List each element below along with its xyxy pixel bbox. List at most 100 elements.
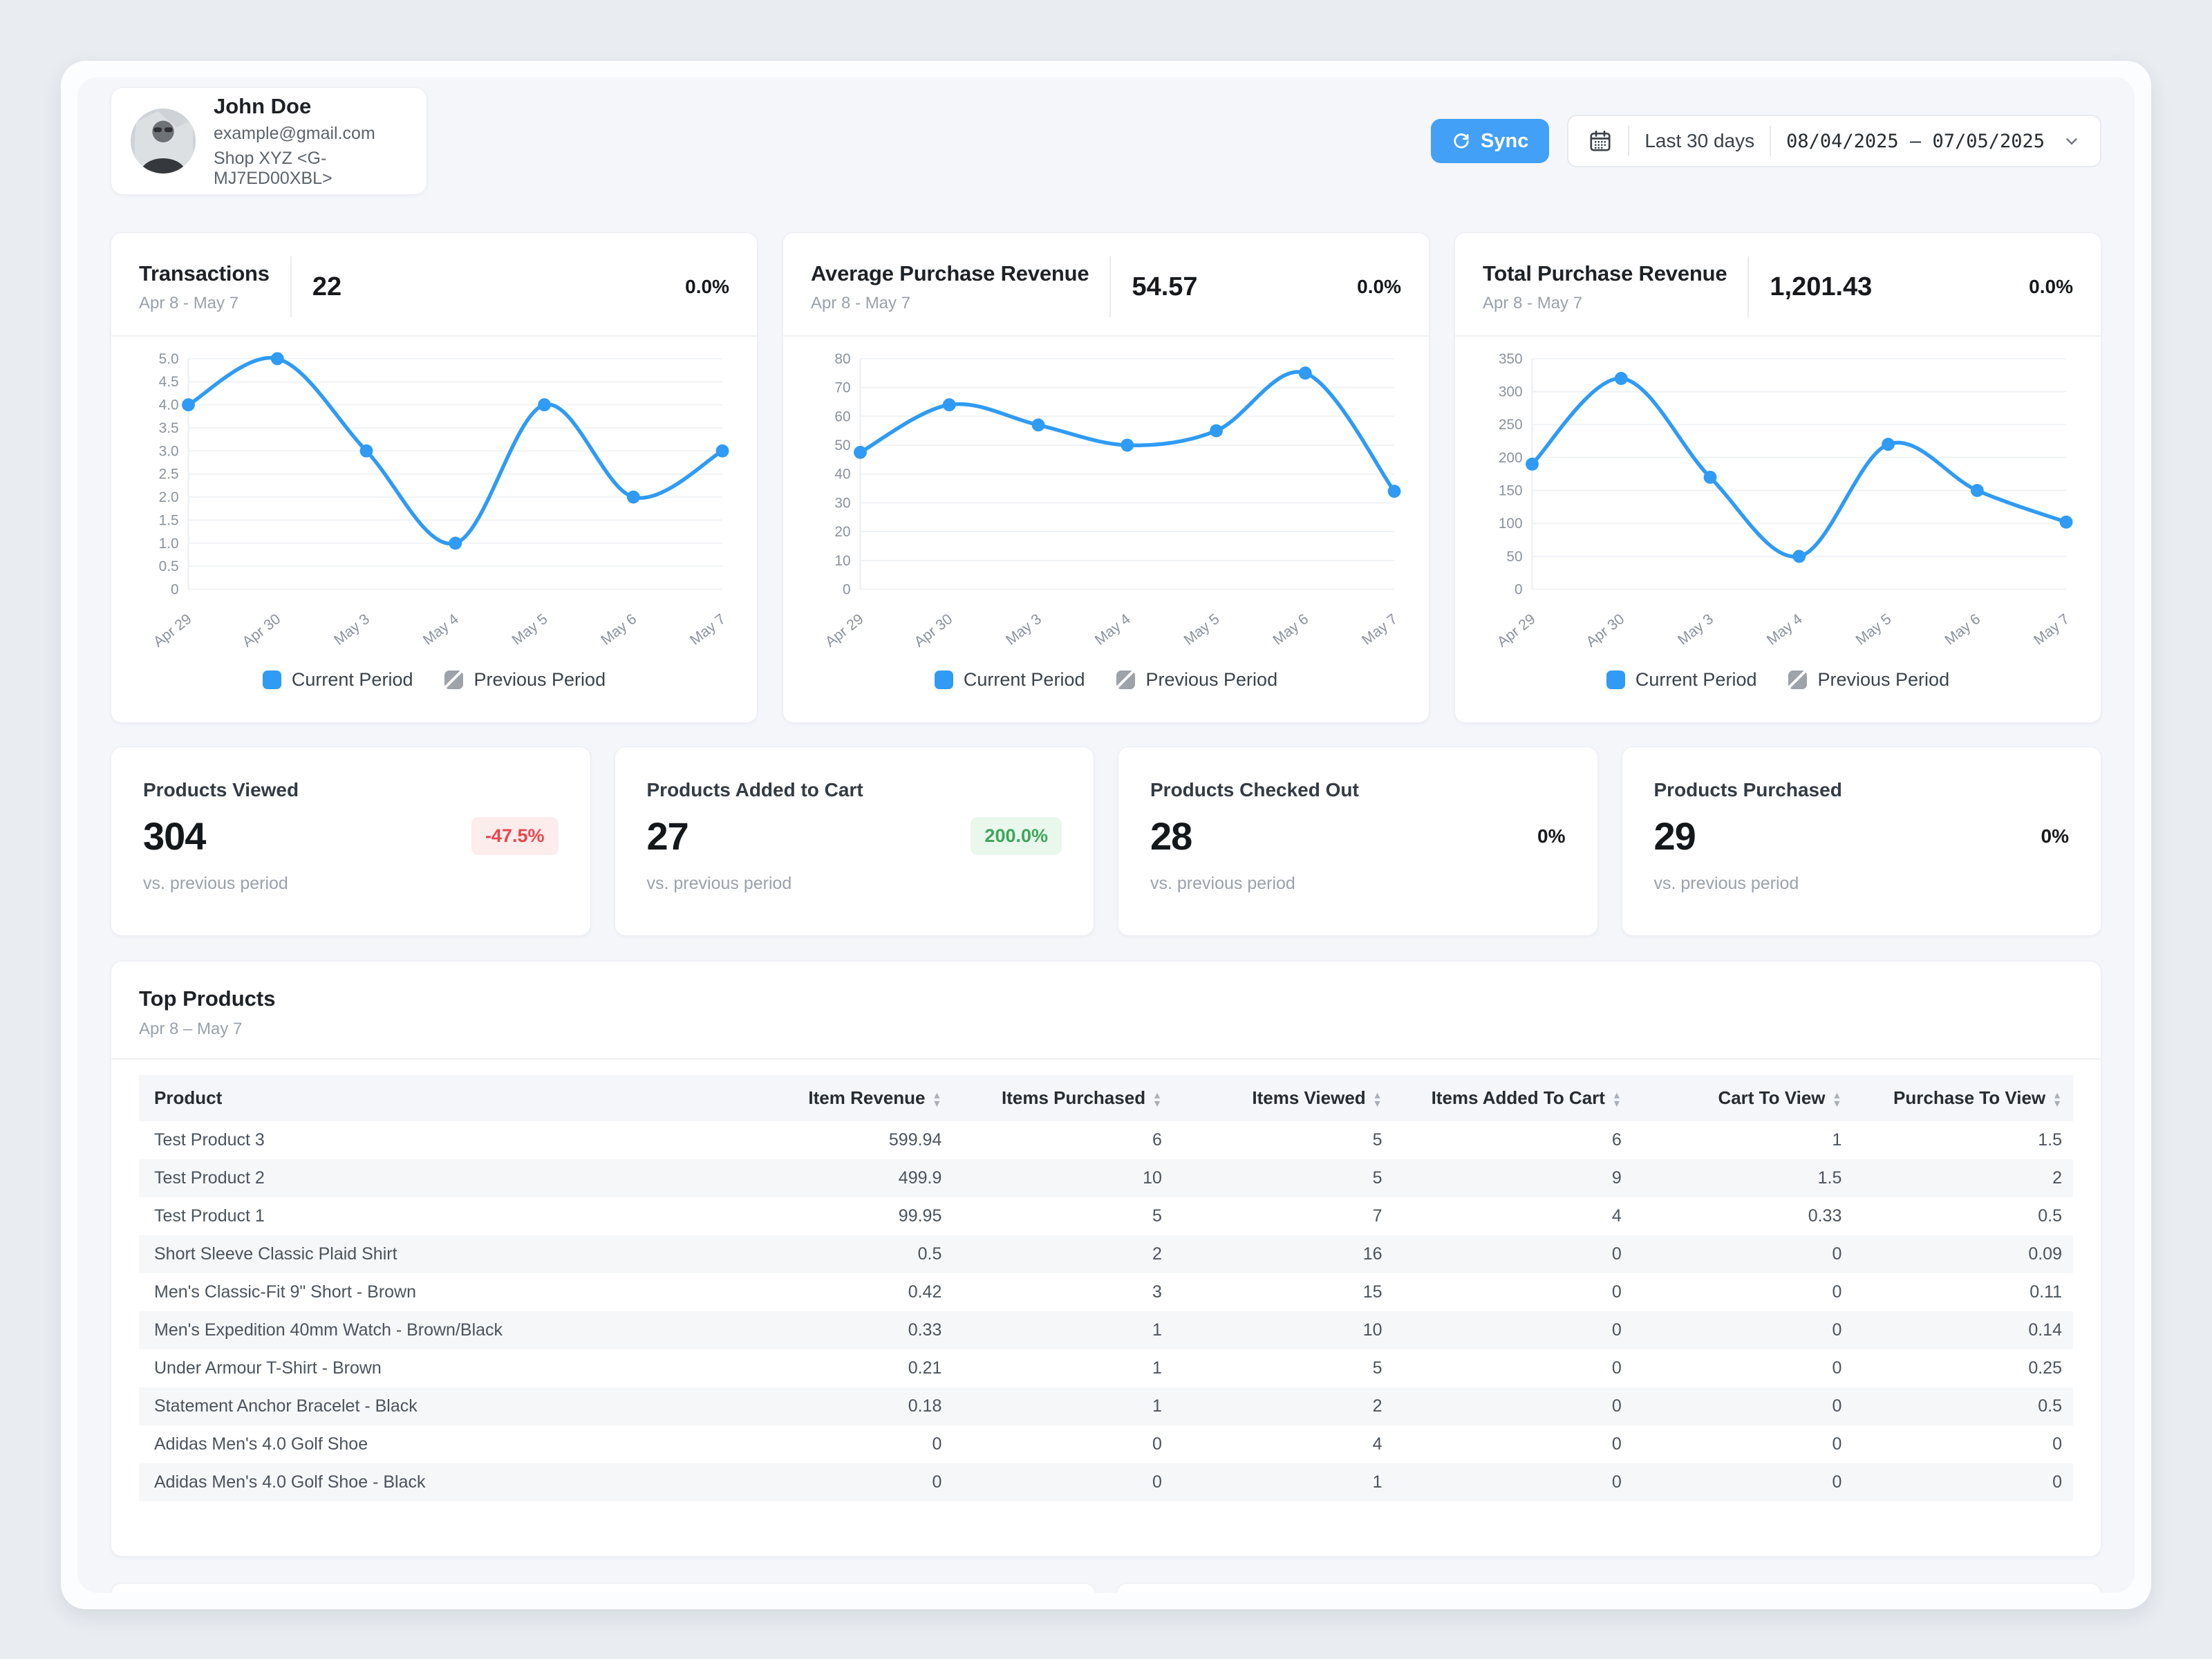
top-products-table: Product Item Revenue ▲ ▼ Items Purchased ▲ ▼… bbox=[139, 1075, 2073, 1501]
svg-text:May 7: May 7 bbox=[687, 610, 729, 648]
chart-legend: Current Period Previous Period bbox=[139, 669, 729, 691]
card-header: Total Purchase Revenue Apr 8 - May 7 1,2… bbox=[1455, 233, 2101, 335]
value-cell: 0 bbox=[932, 1434, 942, 1454]
legend-label: Previous Period bbox=[1817, 668, 1950, 690]
avatar-photo bbox=[131, 109, 196, 174]
card-date-range: Apr 8 - May 7 bbox=[1483, 293, 1583, 312]
card-header: Average Purchase Revenue Apr 8 - May 7 5… bbox=[783, 233, 1429, 335]
average-purchase-revenue-card: Average Purchase Revenue Apr 8 - May 7 5… bbox=[782, 232, 1430, 723]
column-header-items-purchased[interactable]: Items Purchased ▲ ▼ bbox=[1001, 1087, 1162, 1109]
column-header-item-revenue[interactable]: Item Revenue ▲ ▼ bbox=[808, 1087, 942, 1109]
svg-text:4.0: 4.0 bbox=[159, 397, 179, 413]
sort-icon[interactable]: ▲ ▼ bbox=[932, 1089, 942, 1109]
svg-text:May 6: May 6 bbox=[598, 610, 640, 648]
current-period-swatch bbox=[262, 670, 281, 689]
value-cell: 0 bbox=[1832, 1434, 1842, 1454]
value-cell: 5 bbox=[1372, 1358, 1382, 1378]
sort-icon[interactable]: ▲ ▼ bbox=[1152, 1089, 1162, 1109]
stat-card-products-checked-out: Products Checked Out 28 0% vs. previous … bbox=[1118, 747, 1598, 936]
divider bbox=[1455, 335, 2101, 337]
svg-text:4.5: 4.5 bbox=[159, 374, 179, 390]
transactions-chart: 0 0.5 1.0 1.5 2.0 2.5 3.0 3.5 4.0 4.5 5.0 Apr 29 Apr… bbox=[150, 351, 729, 650]
svg-text:20: 20 bbox=[834, 524, 850, 540]
value-cell: 0 bbox=[1832, 1396, 1842, 1416]
value-cell: 0 bbox=[932, 1472, 942, 1492]
stat-value: 27 bbox=[646, 814, 689, 858]
column-header-cart-to-view[interactable]: Cart To View ▲ ▼ bbox=[1718, 1087, 1842, 1109]
svg-text:2.0: 2.0 bbox=[159, 489, 179, 505]
value-cell: 0 bbox=[1832, 1244, 1842, 1264]
product-name-cell: Test Product 3 bbox=[154, 1130, 265, 1150]
top-products-title: Top Products bbox=[139, 986, 276, 1011]
divider bbox=[290, 256, 292, 317]
sort-icon[interactable]: ▲ ▼ bbox=[1611, 1089, 1622, 1109]
sort-icon[interactable]: ▲ ▼ bbox=[1372, 1089, 1382, 1109]
value-cell: 2 bbox=[1152, 1244, 1162, 1264]
stat-title: Products Added to Cart bbox=[646, 779, 863, 800]
date-range-picker[interactable]: Last 30 days 08/04/2025 – 07/05/2025 bbox=[1567, 115, 2101, 167]
svg-text:30: 30 bbox=[834, 495, 850, 511]
total-purchase-revenue-chart: 0 50 100 150 200 250 300 350 Apr 29 Apr 30 May 3 Ma… bbox=[1494, 351, 2073, 650]
value-cell: 0 bbox=[1611, 1282, 1622, 1302]
stat-note: vs. previous period bbox=[143, 874, 288, 893]
sync-button[interactable]: Sync bbox=[1431, 119, 1550, 163]
column-header-items-added-to-cart[interactable]: Items Added To Cart ▲ ▼ bbox=[1431, 1087, 1622, 1109]
value-cell: 0 bbox=[2052, 1434, 2062, 1454]
value-cell: 0.5 bbox=[2038, 1396, 2062, 1416]
value-cell: 0 bbox=[1152, 1434, 1162, 1454]
card-title: Average Purchase Revenue bbox=[811, 261, 1089, 285]
product-name-cell: Men's Classic-Fit 9" Short - Brown bbox=[154, 1282, 417, 1302]
value-cell: 0 bbox=[1152, 1472, 1162, 1492]
table-row: Adidas Men's 4.0 Golf Shoe 0 0 4 0 0 0 bbox=[139, 1425, 2073, 1463]
svg-text:80: 80 bbox=[834, 351, 850, 367]
table-header-row: Product Item Revenue ▲ ▼ Items Purchased ▲ ▼… bbox=[139, 1075, 2073, 1121]
divider bbox=[783, 335, 1429, 337]
profile-name: John Doe bbox=[214, 93, 312, 118]
svg-text:Apr 30: Apr 30 bbox=[1583, 610, 1627, 650]
value-cell: 1.5 bbox=[2038, 1130, 2062, 1150]
svg-text:May 3: May 3 bbox=[1675, 610, 1717, 648]
legend-item-previous: Previous Period bbox=[444, 669, 606, 691]
svg-text:150: 150 bbox=[1499, 482, 1523, 498]
value-cell: 3 bbox=[1152, 1282, 1162, 1302]
stat-change-badge: 0% bbox=[1537, 825, 1566, 847]
column-header-items-viewed[interactable]: Items Viewed ▲ ▼ bbox=[1252, 1087, 1382, 1109]
chart-legend: Current Period Previous Period bbox=[1483, 669, 2073, 691]
svg-text:0.5: 0.5 bbox=[159, 559, 179, 574]
value-cell: 0 bbox=[1832, 1320, 1842, 1340]
chevron-down-icon[interactable] bbox=[2063, 132, 2081, 150]
svg-text:3.5: 3.5 bbox=[159, 420, 179, 436]
card-header: Transactions Apr 8 - May 7 22 0.0% bbox=[111, 233, 757, 335]
sort-icon[interactable]: ▲ ▼ bbox=[2052, 1089, 2062, 1109]
column-header-purchase-to-view[interactable]: Purchase To View ▲ ▼ bbox=[1893, 1087, 2062, 1109]
value-cell: 0 bbox=[1832, 1472, 1842, 1492]
product-name-cell: Short Sleeve Classic Plaid Shirt bbox=[154, 1244, 397, 1264]
legend-item-current: Current Period bbox=[934, 669, 1085, 691]
legend-item-current: Current Period bbox=[262, 669, 413, 691]
value-cell: 0 bbox=[1611, 1244, 1622, 1264]
svg-text:May 5: May 5 bbox=[1181, 610, 1223, 648]
stat-note: vs. previous period bbox=[646, 874, 792, 893]
card-change-percent: 0.0% bbox=[685, 276, 729, 297]
legend-item-current: Current Period bbox=[1606, 669, 1756, 691]
profile-email: example@gmail.com bbox=[214, 123, 375, 143]
product-name-cell: Men's Expedition 40mm Watch - Brown/Blac… bbox=[154, 1320, 503, 1340]
svg-text:May 3: May 3 bbox=[331, 610, 373, 648]
value-cell: 1 bbox=[1152, 1396, 1162, 1416]
svg-text:May 5: May 5 bbox=[1853, 610, 1895, 648]
stat-change-badge: -47.5% bbox=[471, 817, 559, 855]
sync-button-label: Sync bbox=[1481, 129, 1529, 152]
svg-text:1.0: 1.0 bbox=[159, 536, 179, 552]
value-cell: 0.09 bbox=[2028, 1244, 2062, 1264]
column-header-product: Product bbox=[154, 1087, 223, 1108]
legend-label: Previous Period bbox=[474, 668, 606, 690]
divider bbox=[1628, 126, 1630, 156]
sort-icon[interactable]: ▲ ▼ bbox=[1832, 1089, 1842, 1109]
svg-text:60: 60 bbox=[834, 409, 850, 424]
value-cell: 5 bbox=[1372, 1168, 1382, 1188]
value-cell: 0 bbox=[1611, 1396, 1622, 1416]
legend-item-previous: Previous Period bbox=[1788, 669, 1949, 691]
value-cell: 5 bbox=[1152, 1206, 1162, 1226]
divider bbox=[1109, 256, 1112, 317]
svg-text:0: 0 bbox=[171, 581, 179, 597]
